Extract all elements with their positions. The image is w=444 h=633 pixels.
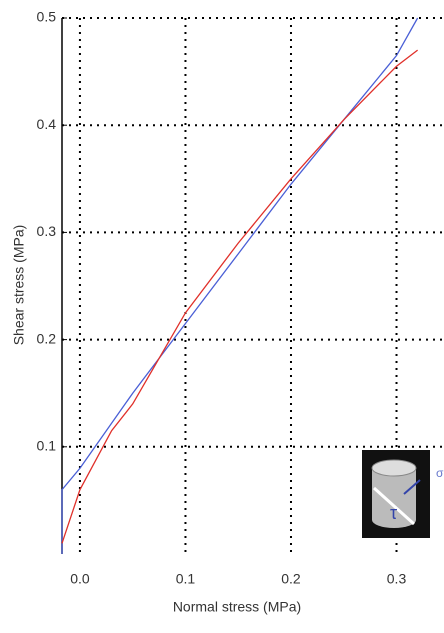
shear-plane — [372, 486, 416, 526]
arrow — [403, 479, 421, 495]
cylinder — [372, 468, 416, 528]
y-axis-label: Shear stress (MPa) — [11, 225, 27, 346]
y-tick-label: 0.5 — [37, 9, 57, 25]
x-tick-label: 0.1 — [176, 571, 196, 587]
x-tick-label: 0.3 — [387, 571, 407, 587]
x-tick-label: 0.2 — [281, 571, 301, 587]
y-tick-label: 0.4 — [37, 116, 57, 132]
sigma-label: σ — [436, 466, 444, 480]
y-tick-label: 0.2 — [37, 330, 57, 346]
data-line — [61, 49, 419, 544]
tau-label: τ — [390, 503, 397, 523]
x-axis-label: Normal stress (MPa) — [173, 599, 301, 615]
y-tick-label: 0.3 — [37, 223, 57, 239]
data-line — [61, 17, 419, 554]
inset: σ τ — [362, 450, 444, 538]
y-tick-label: 0.1 — [37, 438, 57, 454]
x-tick-label: 0.0 — [70, 571, 90, 587]
cylinder-top — [371, 459, 417, 477]
